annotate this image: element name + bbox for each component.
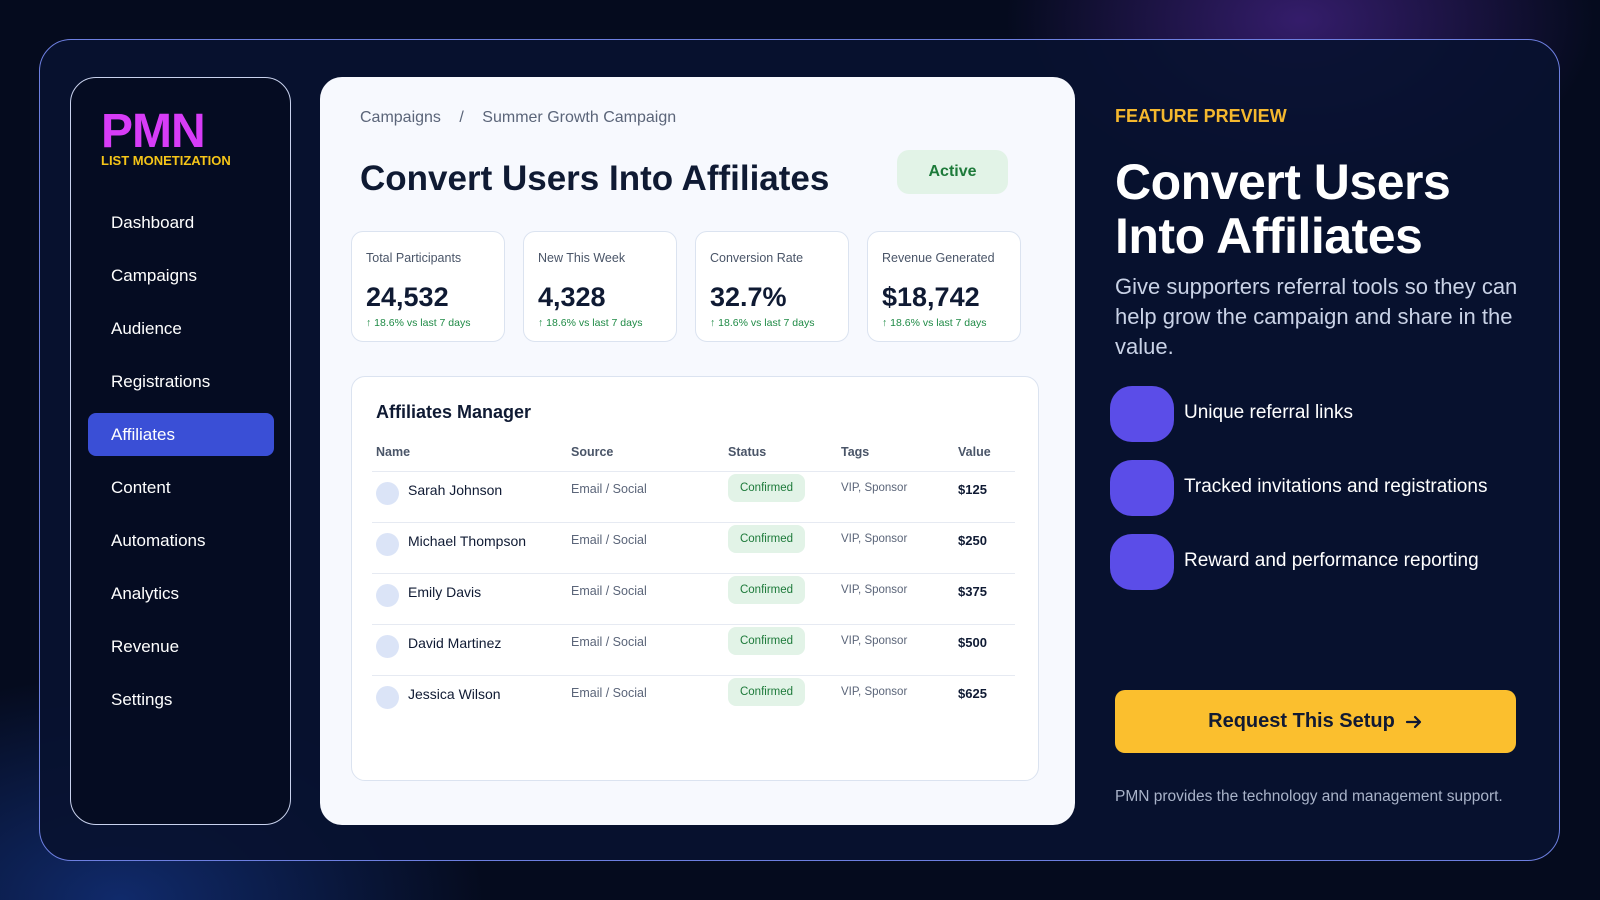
main-panel: Campaigns / Summer Growth Campaign Conve… (320, 77, 1075, 825)
table-cell: David Martinez (408, 635, 502, 651)
footnote: PMN provides the technology and manageme… (1115, 788, 1503, 805)
stat-value: 24,532 (366, 282, 449, 312)
feature-icon (1110, 534, 1174, 590)
column-header: Source (571, 445, 614, 459)
stat-label: Conversion Rate (710, 251, 804, 265)
nav-item[interactable]: Audience (111, 319, 182, 338)
table-card: Affiliates Manager Name Source Status Tags V… (351, 376, 1039, 781)
stat-card: Total Participants 24,532 ↑ 18.6% vs last … (351, 231, 505, 342)
avatar (376, 533, 399, 556)
feature-text: Unique referral links (1184, 402, 1353, 423)
column-header: Status (728, 445, 767, 459)
arrow-icon (1405, 715, 1421, 728)
nav-item[interactable]: Content (111, 478, 171, 497)
stat-card: New This Week 4,328 ↑ 18.6% vs last 7 days (523, 231, 677, 342)
stat-change: ↑ 18.6% vs last 7 days (882, 317, 987, 329)
column-header: Value (958, 445, 991, 459)
feature-text: Tracked invitations and registrations (1184, 476, 1488, 497)
nav-item[interactable]: Affiliates (88, 413, 274, 456)
breadcrumb: Campaigns / Summer Growth Campaign (360, 109, 690, 127)
description: Give supporters referral tools so they c… (1115, 274, 1518, 359)
sidebar: PMN LIST MONETIZATION Dashboard Campaigns… (70, 77, 291, 825)
feature-text: Reward and performance reporting (1184, 550, 1479, 571)
stat-change: ↑ 18.6% vs last 7 days (538, 317, 643, 329)
status-pill: Confirmed (728, 627, 805, 655)
table-row: Michael Thompson Email / Social Confirmed V… (372, 522, 1015, 575)
status-pill: Confirmed (728, 525, 805, 553)
headline: Convert Users Into Affiliates (1115, 154, 1451, 264)
stat-label: Revenue Generated (882, 251, 995, 265)
page-title: Convert Users Into Affiliates (360, 159, 830, 198)
table-cell: VIP, Sponsor (841, 635, 908, 647)
table-row: Sarah Johnson Email / Social Confirmed VIP,… (372, 471, 1015, 524)
feature-icon (1110, 386, 1174, 442)
avatar (376, 635, 399, 658)
status-badge: Active (897, 150, 1008, 194)
stat-change: ↑ 18.6% vs last 7 days (366, 317, 471, 329)
status-pill: Confirmed (728, 576, 805, 604)
status-pill: Confirmed (728, 678, 805, 706)
stat-card: Revenue Generated $18,742 ↑ 18.6% vs last … (867, 231, 1021, 342)
nav-item[interactable]: Analytics (111, 584, 180, 603)
table-row: Emily Davis Email / Social Confirmed VIP, S… (372, 573, 1015, 626)
nav-item[interactable]: Settings (111, 690, 173, 709)
nav-item[interactable]: Registrations (111, 372, 211, 391)
status-pill: Confirmed (728, 474, 805, 502)
stat-value: $18,742 (882, 282, 980, 312)
eyebrow: FEATURE PREVIEW (1115, 106, 1287, 126)
nav-item[interactable]: Automations (111, 531, 206, 550)
avatar (376, 686, 399, 709)
table-cell: VIP, Sponsor (841, 482, 908, 494)
table-cell: VIP, Sponsor (841, 584, 908, 596)
table-cell: $250 (958, 533, 987, 548)
breadcrumb-link[interactable]: Campaigns (360, 109, 441, 126)
table-cell: Michael Thompson (408, 533, 527, 549)
nav-item[interactable]: Revenue (111, 637, 180, 656)
table-cell: Email / Social (571, 686, 647, 700)
table-cell: $125 (958, 482, 987, 497)
tagline: LIST MONETIZATION (101, 153, 231, 168)
avatar (376, 584, 399, 607)
column-header: Name (376, 445, 411, 459)
stat-card: Conversion Rate 32.7% ↑ 18.6% vs last 7 da… (695, 231, 849, 342)
table-cell: Emily Davis (408, 584, 482, 600)
cta-label: Request This Setup (1208, 710, 1395, 732)
feature-icon (1110, 460, 1174, 516)
table-cell: $500 (958, 635, 987, 650)
stat-label: Total Participants (366, 251, 462, 265)
table-cell: Email / Social (571, 635, 647, 649)
table-cell: $625 (958, 686, 987, 701)
table-cell: VIP, Sponsor (841, 686, 908, 698)
stat-label: New This Week (538, 251, 626, 265)
avatar (376, 482, 399, 505)
breadcrumb-separator: / (459, 109, 464, 126)
stat-change: ↑ 18.6% vs last 7 days (710, 317, 815, 329)
column-header: Tags (841, 445, 870, 459)
table-cell: Jessica Wilson (408, 686, 501, 702)
table-row: Jessica Wilson Email / Social Confirmed VIP… (372, 675, 1015, 728)
stat-value: 4,328 (538, 282, 606, 312)
stat-value: 32.7% (710, 282, 787, 312)
nav-item[interactable]: Dashboard (111, 213, 195, 232)
breadcrumb-current: Summer Growth Campaign (482, 109, 677, 126)
cta-button[interactable]: Request This Setup (1115, 690, 1516, 753)
table-title: Affiliates Manager (376, 402, 532, 422)
table-cell: Email / Social (571, 533, 647, 547)
table-cell: $375 (958, 584, 987, 599)
table-row: David Martinez Email / Social Confirmed VIP… (372, 624, 1015, 677)
table-cell: VIP, Sponsor (841, 533, 908, 545)
table-cell: Email / Social (571, 482, 647, 496)
nav-item[interactable]: Campaigns (111, 266, 197, 285)
table-cell: Sarah Johnson (408, 482, 503, 498)
logo[interactable]: PMN (101, 105, 206, 158)
table-cell: Email / Social (571, 584, 647, 598)
